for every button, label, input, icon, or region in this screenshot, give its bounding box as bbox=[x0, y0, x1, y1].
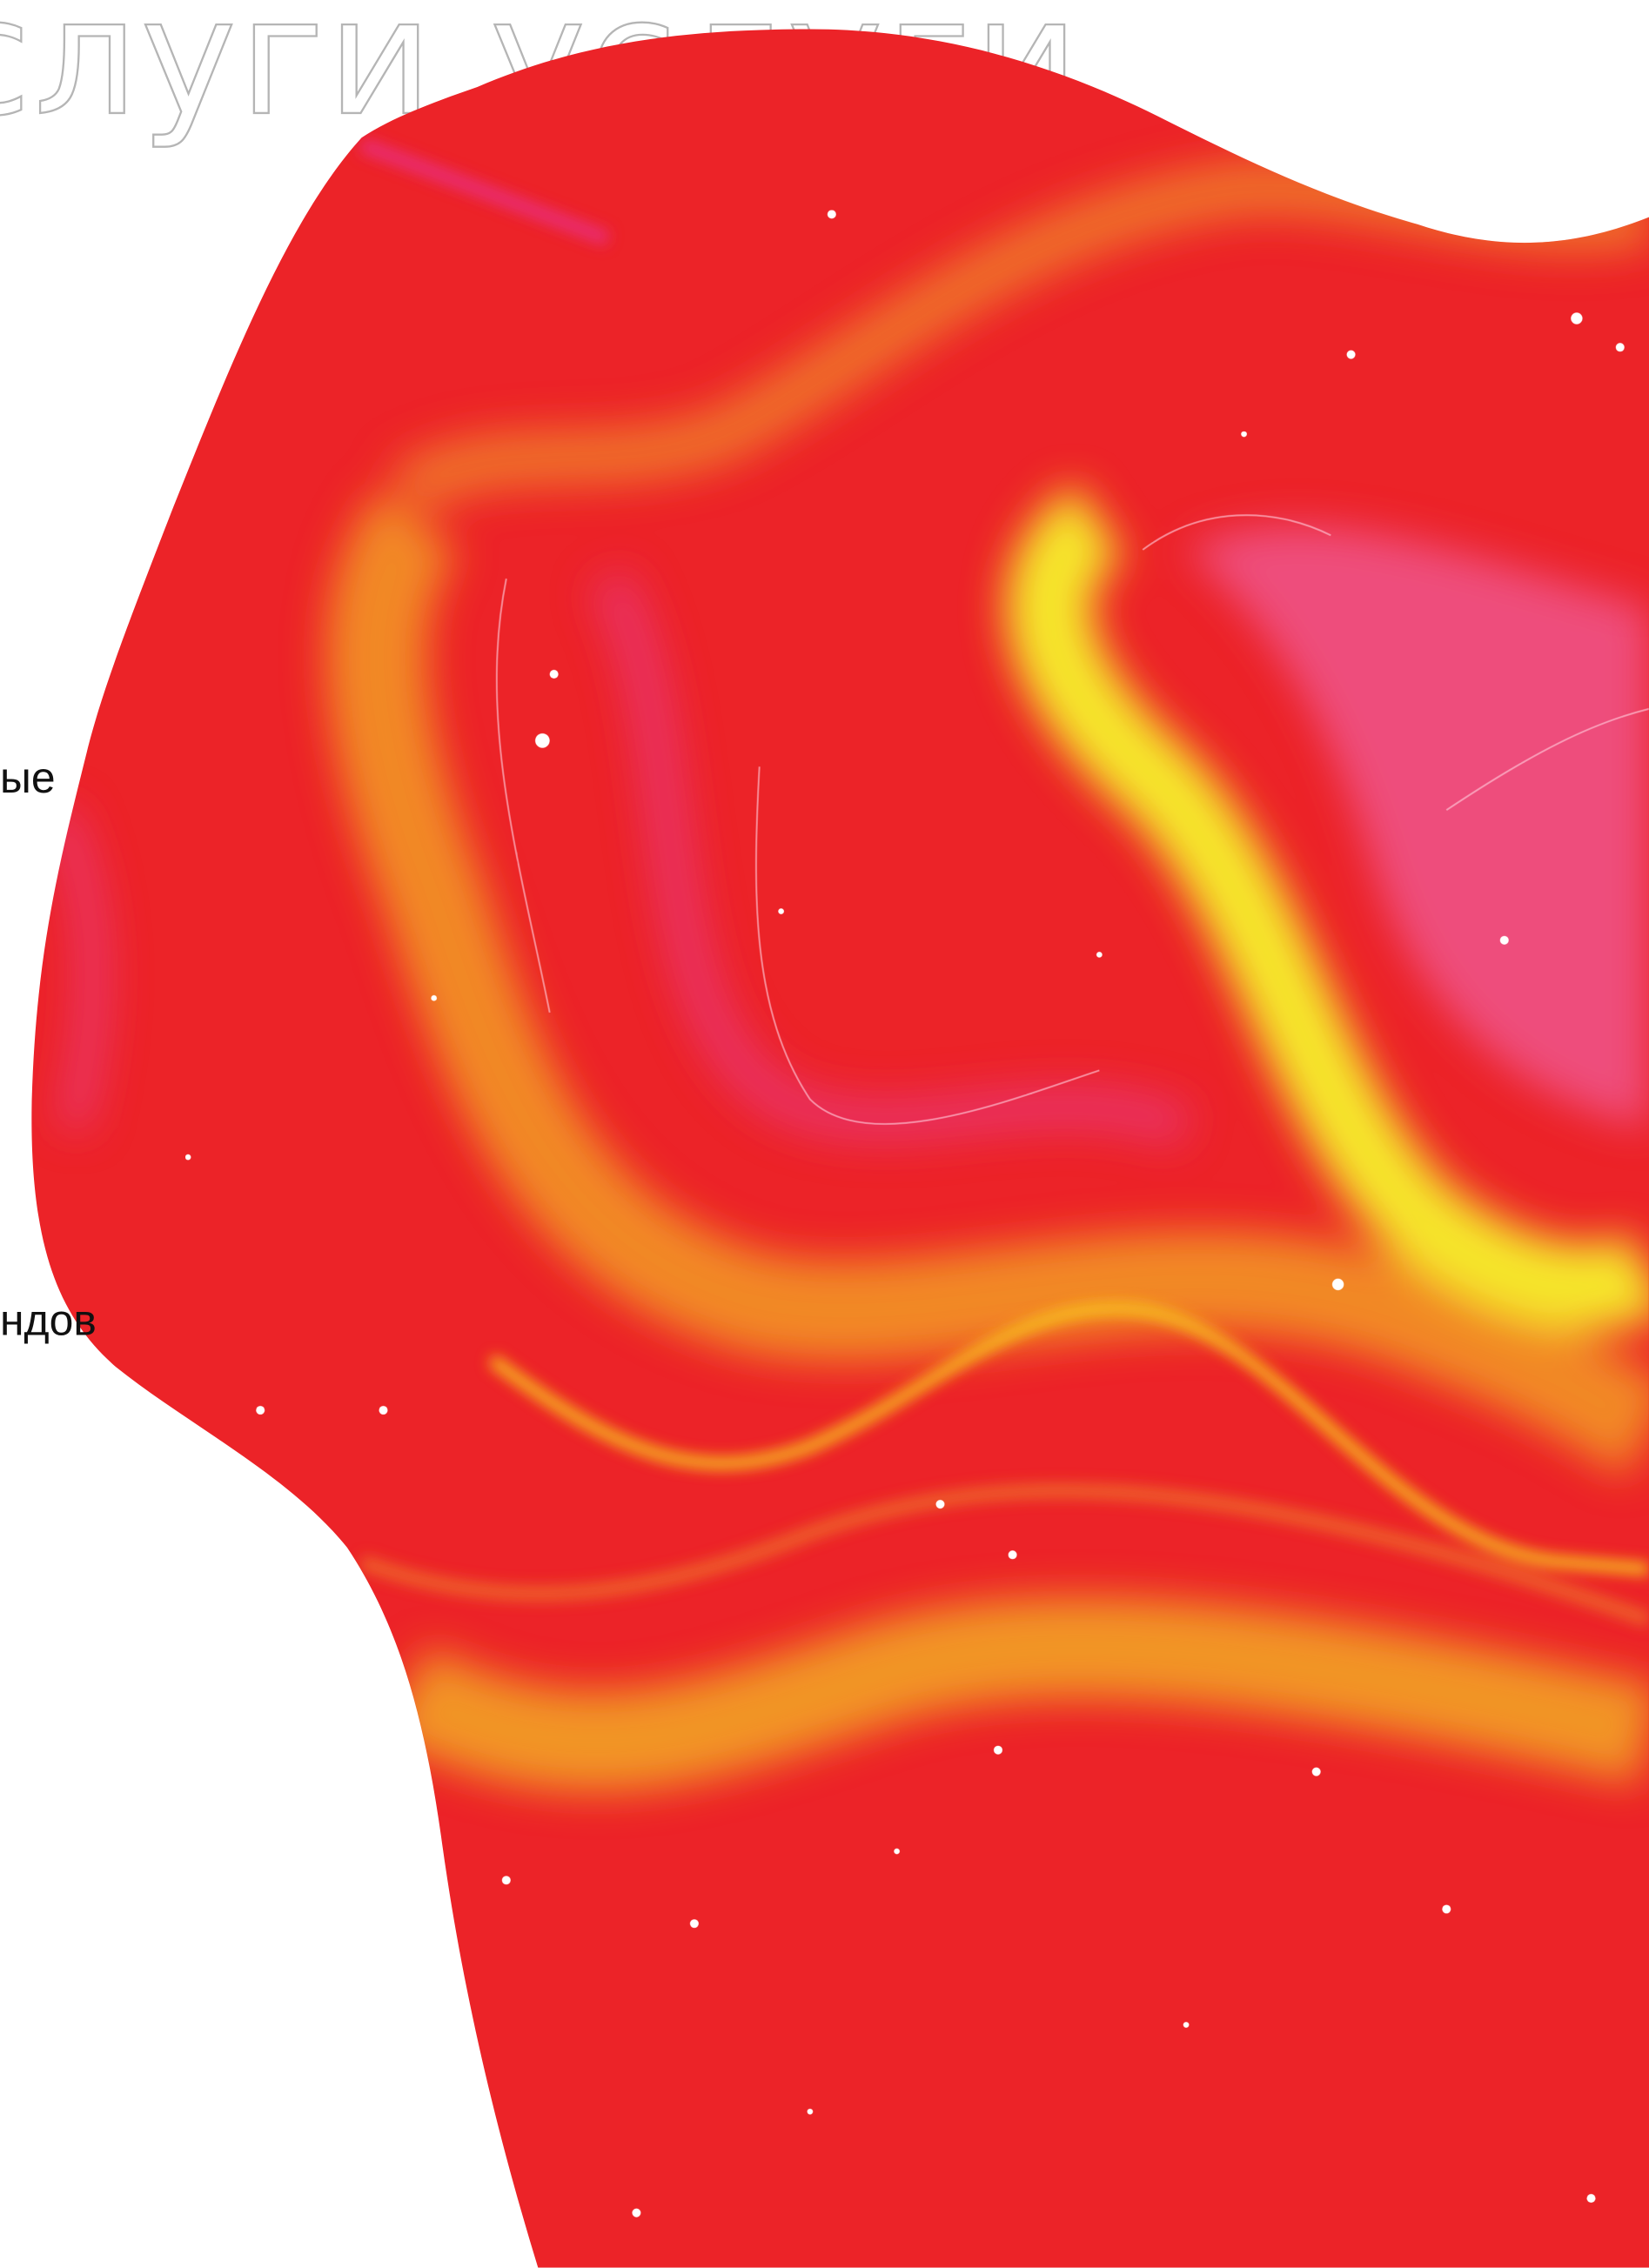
hero-blob bbox=[0, 0, 1649, 2267]
page: page {"marquee": "слуги услуги", "items"… bbox=[0, 0, 1649, 2268]
hero-section: слуги услуги bbox=[0, 0, 1649, 2268]
service-item: ые bbox=[0, 753, 56, 802]
page-body: слуги услуги bbox=[0, 0, 1649, 2268]
service-item: ндов bbox=[0, 1296, 97, 1345]
